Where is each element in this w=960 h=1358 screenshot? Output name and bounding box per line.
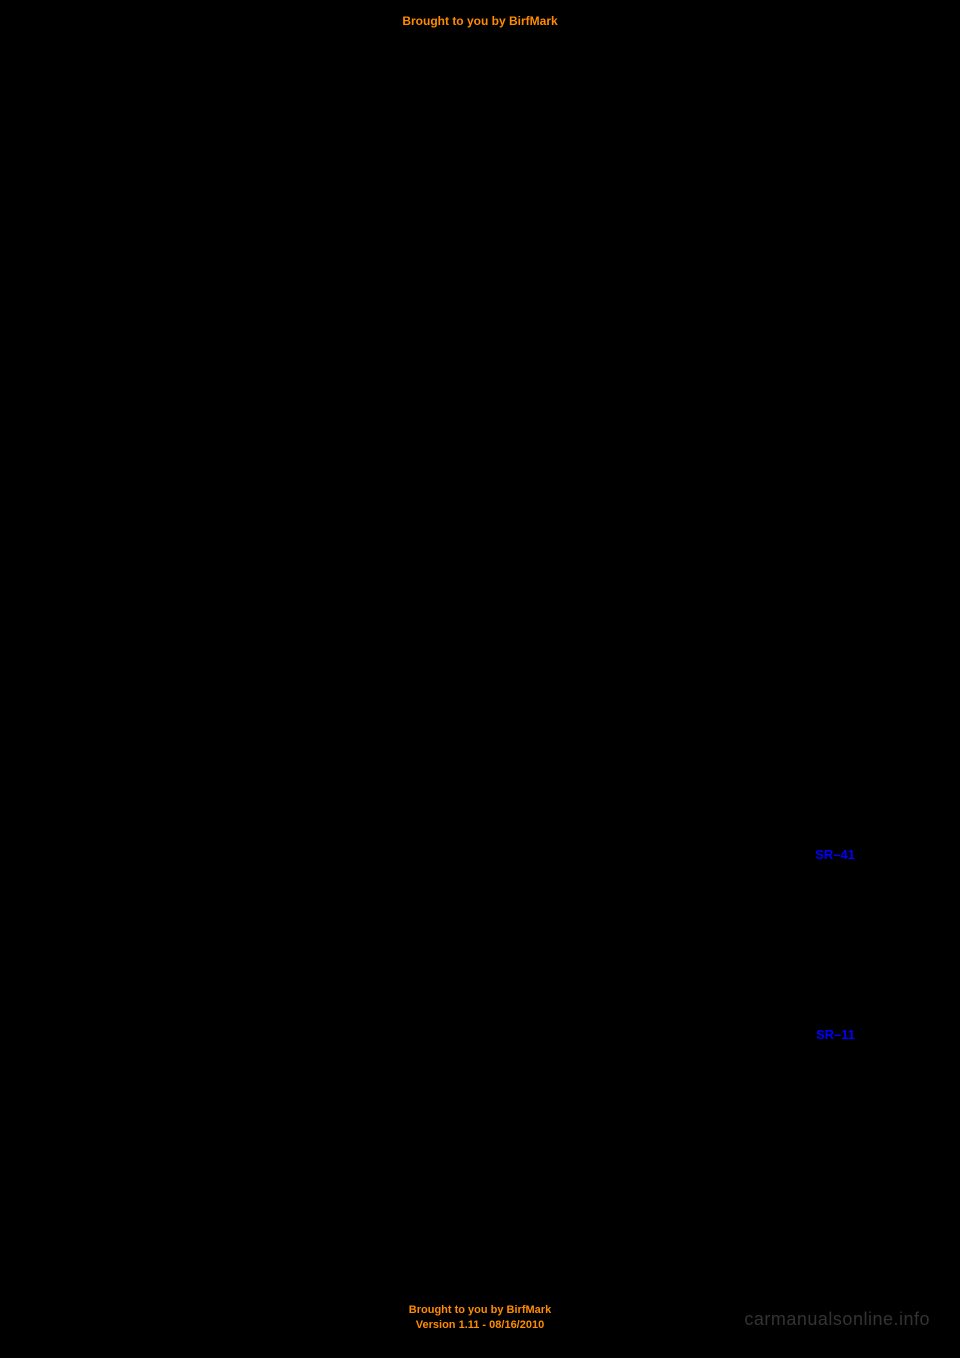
page-reference-2[interactable]: SR–11: [816, 1027, 855, 1042]
header-banner: Brought to you by BirfMark: [0, 14, 960, 28]
page-reference-1[interactable]: SR–41: [815, 847, 855, 862]
watermark-text: carmanualsonline.info: [744, 1309, 930, 1330]
